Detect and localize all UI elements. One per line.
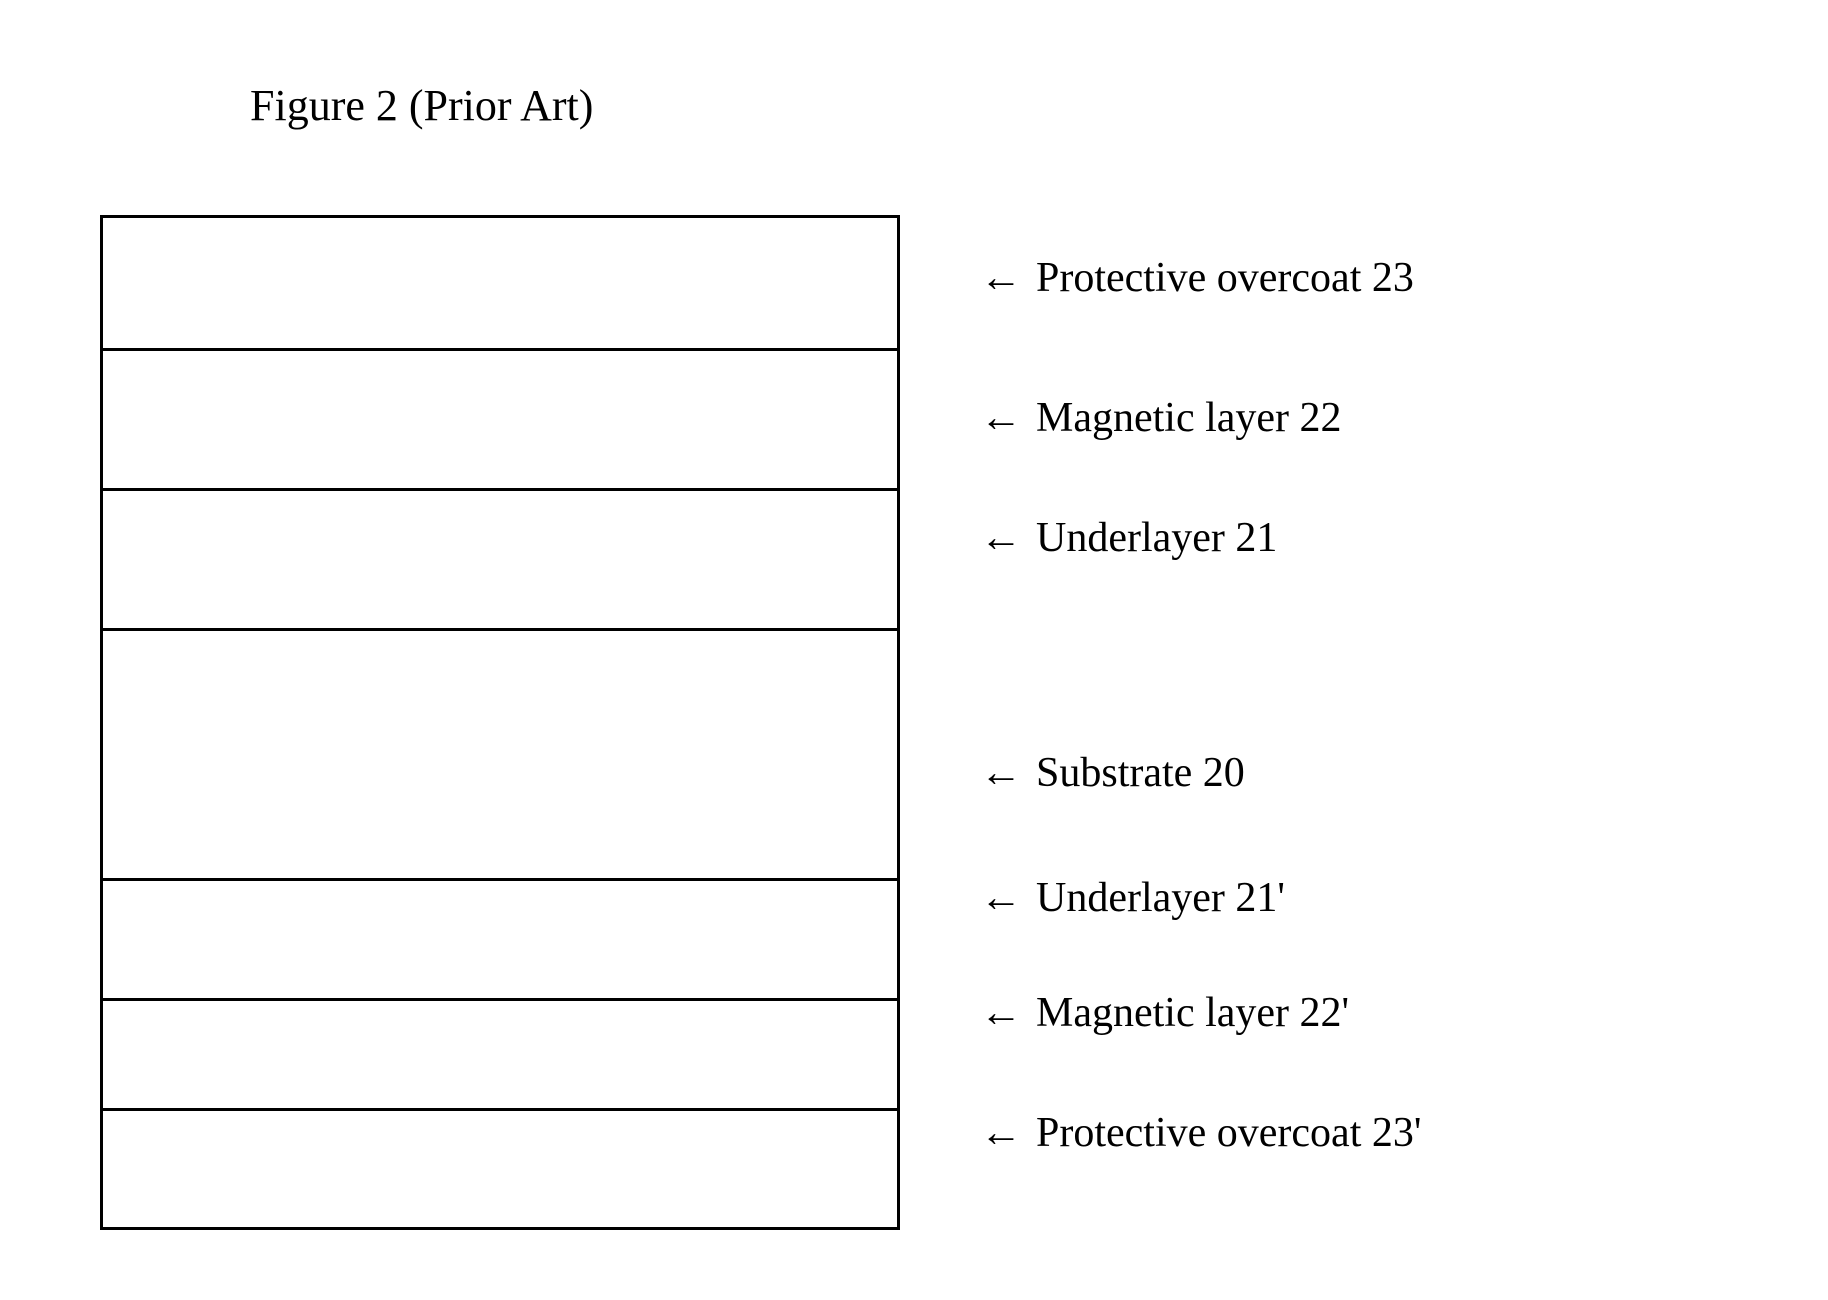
label-text-magnetic-layer-22-prime: Magnetic layer 22' <box>1036 989 1349 1037</box>
label-substrate-20: ← Substrate 20 <box>980 749 1245 797</box>
figure-canvas: Figure 2 (Prior Art) ← Protective overcoa… <box>0 0 1828 1300</box>
label-text-protective-overcoat-23: Protective overcoat 23 <box>1036 254 1414 302</box>
label-magnetic-layer-22: ← Magnetic layer 22 <box>980 394 1342 442</box>
arrow-left-icon: ← <box>980 517 1022 559</box>
arrow-left-icon: ← <box>980 1112 1022 1154</box>
layer-underlayer-21 <box>103 488 897 628</box>
layer-stack <box>100 215 900 1230</box>
layer-magnetic-layer-22-prime <box>103 998 897 1108</box>
label-text-protective-overcoat-23-prime: Protective overcoat 23' <box>1036 1109 1421 1157</box>
arrow-left-icon: ← <box>980 752 1022 794</box>
label-underlayer-21: ← Underlayer 21 <box>980 514 1277 562</box>
label-text-underlayer-21: Underlayer 21 <box>1036 514 1277 562</box>
arrow-left-icon: ← <box>980 877 1022 919</box>
layer-underlayer-21-prime <box>103 878 897 998</box>
label-magnetic-layer-22-prime: ← Magnetic layer 22' <box>980 989 1349 1037</box>
layer-protective-overcoat-23 <box>103 218 897 348</box>
layer-substrate-20 <box>103 628 897 878</box>
layer-protective-overcoat-23-prime <box>103 1108 897 1233</box>
label-protective-overcoat-23-prime: ← Protective overcoat 23' <box>980 1109 1421 1157</box>
label-protective-overcoat-23: ← Protective overcoat 23 <box>980 254 1414 302</box>
label-text-underlayer-21-prime: Underlayer 21' <box>1036 874 1285 922</box>
arrow-left-icon: ← <box>980 257 1022 299</box>
layer-magnetic-layer-22 <box>103 348 897 488</box>
figure-title: Figure 2 (Prior Art) <box>250 80 593 131</box>
arrow-left-icon: ← <box>980 397 1022 439</box>
label-text-magnetic-layer-22: Magnetic layer 22 <box>1036 394 1342 442</box>
label-text-substrate-20: Substrate 20 <box>1036 749 1245 797</box>
arrow-left-icon: ← <box>980 992 1022 1034</box>
label-underlayer-21-prime: ← Underlayer 21' <box>980 874 1285 922</box>
